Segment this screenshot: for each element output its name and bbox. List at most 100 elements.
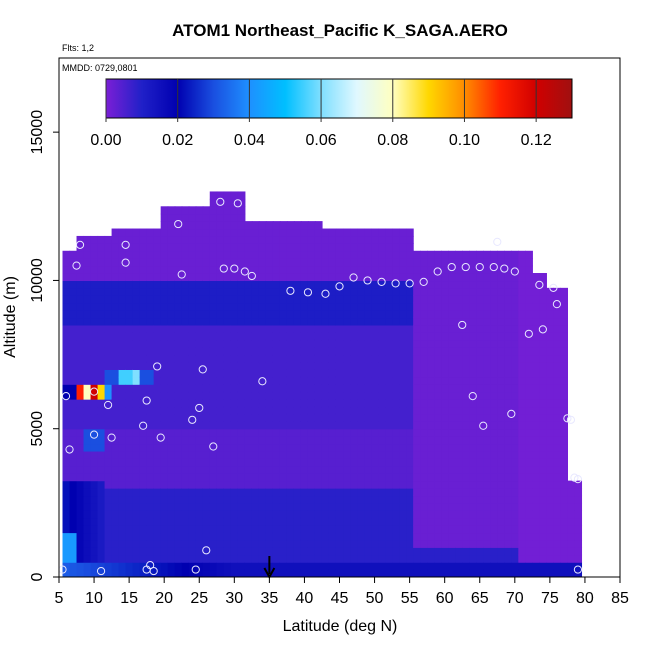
heatmap-cell	[97, 525, 106, 534]
heatmap-cell	[195, 458, 204, 467]
heatmap-cell	[378, 421, 386, 430]
sample-point	[209, 442, 218, 451]
heatmap-cell	[497, 287, 505, 296]
heatmap-cell	[237, 406, 246, 415]
heatmap-cell	[314, 510, 323, 519]
heatmap-cell	[160, 539, 169, 548]
heatmap-cell	[90, 332, 99, 341]
heatmap-cell	[448, 428, 456, 437]
heatmap-cell	[195, 488, 204, 497]
heatmap-cell	[378, 569, 386, 577]
heatmap-cell	[293, 280, 302, 289]
heatmap-cell	[293, 295, 302, 304]
heatmap-cell	[455, 265, 463, 274]
heatmap-cell	[399, 369, 407, 378]
heatmap-cell	[160, 450, 169, 459]
heatmap-cell	[97, 488, 106, 497]
heatmap-cell	[371, 525, 379, 534]
heatmap-cell	[307, 569, 316, 577]
heatmap-cell	[160, 428, 169, 437]
heatmap-cell	[441, 310, 449, 319]
heatmap-cell	[497, 436, 505, 445]
heatmap-cell	[188, 495, 197, 504]
heatmap-cell	[195, 569, 204, 577]
heatmap-cell	[90, 502, 99, 511]
heatmap-cell	[76, 436, 85, 445]
heatmap-cell	[490, 287, 498, 296]
heatmap-cell	[441, 525, 449, 534]
heatmap-cell	[413, 399, 421, 408]
heatmap-cell	[216, 539, 225, 548]
heatmap-cell	[111, 473, 120, 482]
heatmap-cell	[364, 265, 372, 274]
heatmap-cell	[427, 443, 435, 452]
heatmap-cell	[223, 428, 232, 437]
heatmap-cell	[567, 562, 576, 571]
heatmap-cell	[525, 547, 533, 556]
heatmap-cell	[385, 510, 393, 519]
heatmap-cell	[476, 413, 484, 422]
heatmap-cell	[188, 391, 197, 400]
heatmap-cell	[251, 413, 260, 422]
heatmap-cell	[202, 295, 211, 304]
heatmap-cell	[139, 436, 148, 445]
heatmap-cell	[188, 406, 197, 415]
heatmap-cell	[469, 302, 477, 311]
heatmap-cell	[525, 539, 533, 548]
heatmap-cell	[476, 295, 484, 304]
heatmap-cell	[420, 539, 428, 548]
heatmap-cell	[518, 295, 526, 304]
heatmap-cell	[104, 569, 113, 577]
heatmap-cell	[469, 295, 477, 304]
heatmap-cell	[279, 391, 288, 400]
heatmap-cell	[188, 347, 197, 356]
heatmap-cell	[532, 495, 540, 504]
heatmap-cell	[511, 539, 519, 548]
heatmap-cell	[97, 495, 106, 504]
heatmap-cell	[209, 287, 218, 296]
heatmap-cell	[125, 458, 134, 467]
heatmap-cell	[132, 450, 141, 459]
heatmap-cell	[90, 510, 99, 519]
heatmap-cell	[321, 273, 330, 282]
heatmap-cell	[427, 413, 435, 422]
heatmap-cell	[293, 517, 302, 526]
sample-point	[458, 320, 467, 330]
heatmap-cell	[406, 569, 414, 577]
heatmap-cell	[216, 413, 225, 422]
heatmap-cell	[188, 436, 197, 445]
heatmap-cell	[251, 258, 260, 267]
heatmap-cell	[406, 228, 414, 237]
heatmap-cell	[518, 510, 526, 519]
heatmap-cell	[195, 295, 204, 304]
heatmap-cell	[265, 480, 274, 489]
heatmap-cell	[76, 339, 85, 348]
heatmap-cell	[350, 317, 358, 326]
heatmap-cell	[293, 354, 302, 363]
heatmap-cell	[335, 406, 344, 415]
heatmap-cell	[504, 287, 512, 296]
heatmap-cell	[427, 347, 435, 356]
heatmap-cell	[483, 332, 491, 341]
heatmap-cell	[125, 569, 134, 577]
heatmap-cell	[237, 525, 246, 534]
heatmap-cell	[258, 532, 267, 541]
heatmap-cell	[223, 384, 232, 393]
heatmap-cell	[167, 443, 176, 452]
heatmap-cell	[328, 517, 337, 526]
heatmap-cell	[328, 443, 337, 452]
heatmap-cell	[90, 376, 99, 385]
heatmap-cell	[272, 384, 281, 393]
heatmap-cell	[104, 465, 113, 474]
heatmap-cell	[300, 221, 309, 230]
heatmap-cell	[392, 317, 400, 326]
heatmap-cell	[413, 428, 421, 437]
heatmap-cell	[188, 339, 197, 348]
heatmap-cell	[434, 517, 442, 526]
heatmap-cell	[357, 510, 365, 519]
heatmap-cell	[216, 554, 225, 563]
heatmap-cell	[469, 473, 477, 482]
heatmap-cell	[497, 384, 505, 393]
heatmap-cell	[97, 428, 106, 437]
heatmap-cell	[399, 443, 407, 452]
